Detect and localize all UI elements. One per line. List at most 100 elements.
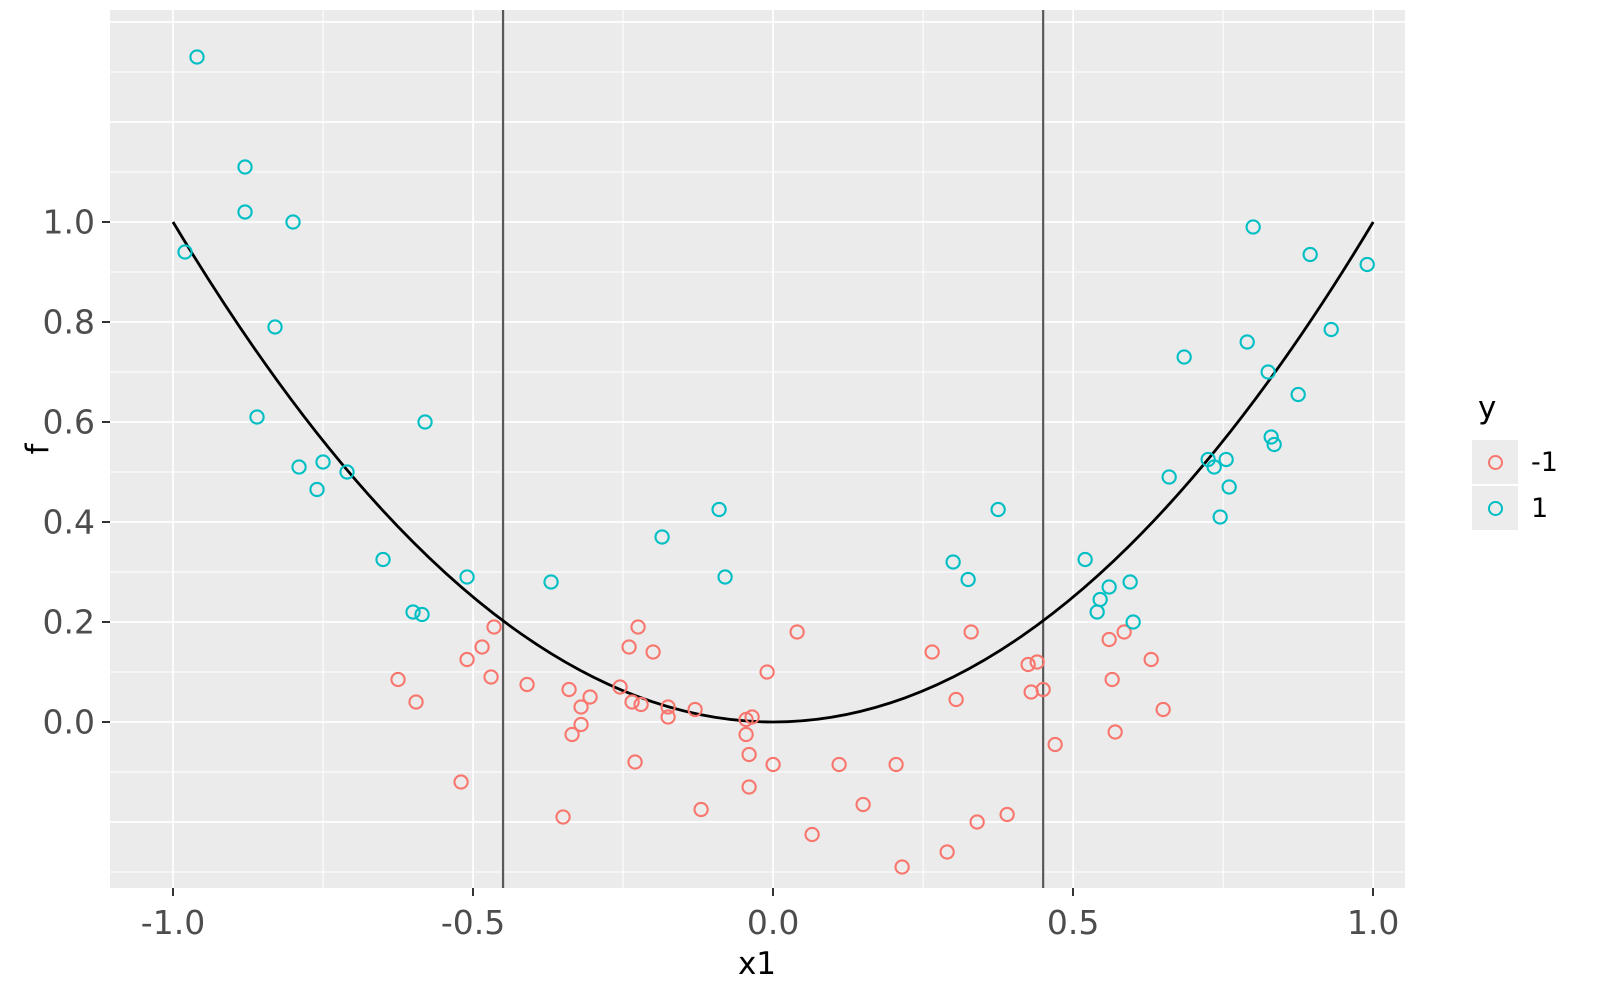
fit-curve (171, 221, 1375, 724)
data-point (519, 676, 535, 693)
data-point (543, 574, 559, 590)
data-point (459, 651, 475, 668)
data-point (237, 159, 253, 175)
data-point (1089, 604, 1105, 620)
data-point (474, 639, 490, 655)
data-point (189, 49, 205, 65)
legend-key (1472, 440, 1518, 484)
data-point (1077, 551, 1093, 568)
data-point (741, 746, 757, 763)
data-point (969, 814, 985, 830)
legend-label: -1 (1531, 446, 1558, 478)
data-point (1023, 684, 1039, 700)
data-point (1122, 574, 1138, 590)
data-point (453, 774, 469, 790)
data-point (939, 844, 955, 860)
data-point (555, 809, 571, 825)
data-point (573, 699, 589, 715)
data-point (645, 644, 661, 660)
data-point (405, 604, 421, 620)
data-point (717, 569, 733, 585)
data-point (291, 459, 307, 475)
data-point (1035, 681, 1051, 698)
x-tick-label: 0.0 (746, 903, 800, 942)
data-point (564, 726, 580, 743)
data-point (999, 806, 1015, 823)
legend-entry: -1 (1472, 440, 1558, 484)
data-point (1092, 591, 1108, 608)
data-point (945, 554, 961, 570)
x-tick-label: 0.5 (1046, 903, 1100, 942)
data-point (711, 501, 727, 518)
data-point (660, 709, 676, 725)
data-point (1212, 509, 1228, 525)
data-point (483, 669, 499, 685)
data-point (789, 624, 805, 640)
data-point (1020, 656, 1036, 673)
data-point (888, 756, 904, 773)
y-tick-label: 0.4 (42, 502, 95, 542)
data-point (1047, 736, 1063, 753)
data-point (831, 756, 847, 773)
data-point (1104, 671, 1120, 688)
x-axis-title: x1 (737, 946, 777, 982)
data-point (417, 414, 433, 430)
x-tick-mark (1372, 888, 1375, 896)
data-point (1125, 614, 1141, 630)
legend: y -1 1 (1472, 390, 1558, 532)
data-point (1221, 479, 1237, 495)
y-tick-mark (102, 321, 110, 323)
data-point (1323, 321, 1339, 338)
data-point (339, 464, 355, 480)
data-point (960, 571, 976, 588)
data-point (1239, 334, 1255, 350)
data-point (804, 826, 820, 843)
data-point (990, 501, 1006, 518)
data-point (855, 796, 871, 813)
data-point (309, 481, 325, 498)
data-point (285, 214, 301, 230)
y-axis-title: f (20, 443, 56, 455)
data-point (1101, 631, 1117, 648)
data-point (612, 679, 628, 695)
data-point (414, 606, 430, 623)
data-point (1101, 579, 1117, 595)
data-point (1302, 246, 1318, 263)
data-point (654, 529, 670, 545)
data-point (486, 619, 502, 635)
data-point (765, 756, 781, 773)
data-point (660, 699, 676, 715)
y-tick-mark (102, 721, 110, 723)
data-point (315, 454, 331, 470)
data-point (1260, 364, 1276, 380)
x-tick-label: 1.0 (1346, 903, 1400, 942)
data-point (1143, 651, 1159, 668)
data-point (624, 694, 640, 710)
data-point (408, 694, 424, 710)
legend-title: y (1478, 390, 1497, 426)
data-point (267, 319, 283, 335)
data-point (561, 681, 577, 698)
y-tick-label: 0.0 (42, 702, 95, 742)
x-tick-mark (172, 888, 174, 896)
data-point (390, 671, 406, 688)
data-point (249, 409, 265, 425)
data-point (948, 691, 964, 708)
y-tick-label: 0.8 (42, 302, 95, 342)
x-tick-mark (772, 888, 775, 896)
data-point (1116, 624, 1132, 640)
data-point (1290, 386, 1306, 403)
data-point (1245, 219, 1261, 235)
x-tick-label: -0.5 (440, 903, 506, 942)
data-point (1263, 429, 1279, 445)
data-point (924, 644, 940, 660)
data-point (237, 204, 253, 220)
data-point (177, 244, 193, 260)
x-tick-label: -1.0 (140, 903, 206, 942)
data-point (1176, 349, 1192, 365)
legend-key (1472, 486, 1518, 530)
plot-canvas (110, 10, 1405, 888)
data-point (1161, 469, 1177, 485)
data-point (1107, 724, 1123, 740)
data-point (741, 779, 757, 795)
